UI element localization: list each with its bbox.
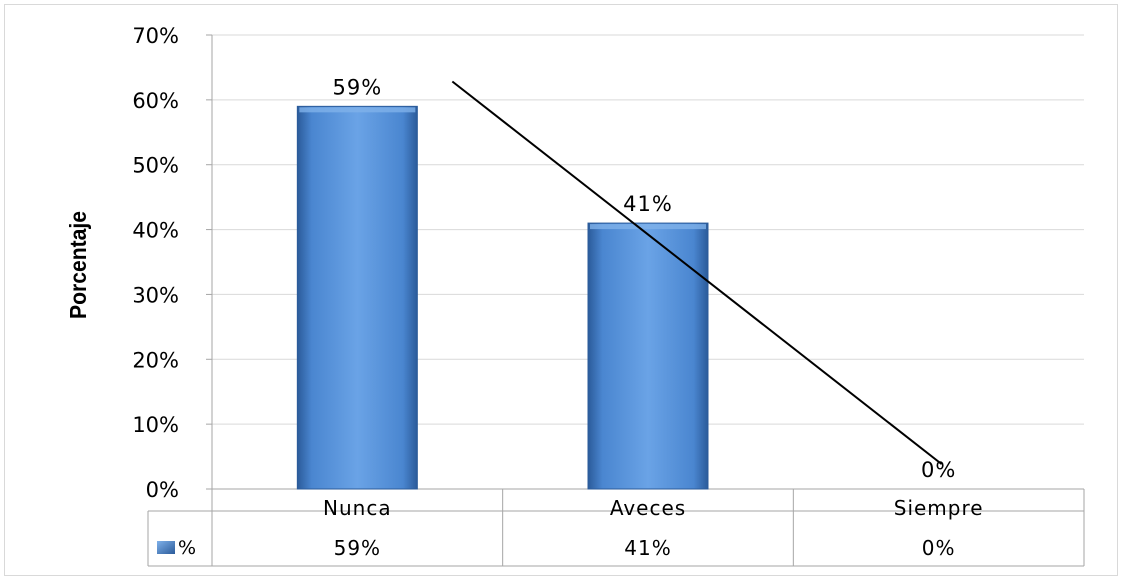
data-label: 41%	[623, 192, 673, 216]
legend-series-name: %	[178, 537, 196, 559]
trendline	[451, 80, 943, 465]
y-tick-label: 20%	[132, 348, 179, 372]
y-tick-label: 60%	[132, 89, 179, 113]
bar-aveces	[587, 222, 709, 490]
bars	[296, 105, 709, 490]
chart-frame	[4, 4, 1118, 576]
x-tick-label: Nunca	[323, 496, 392, 520]
data-table: % Nunca 59% Aveces 41% Siempre 0%	[147, 489, 1085, 567]
table-value-cell: 0%	[922, 536, 956, 560]
axes: 0% 10% 20% 30% 40% 50% 60% 70%	[132, 24, 1084, 566]
y-tick-label: 0%	[146, 478, 179, 502]
y-tick-label: 40%	[132, 219, 179, 243]
legend-swatch	[157, 541, 175, 554]
table-value-cell: 59%	[334, 536, 381, 560]
bar-nunca	[296, 105, 418, 490]
x-tick-label: Aveces	[610, 496, 686, 520]
table-value-cell: 41%	[624, 536, 671, 560]
bar-top-highlight	[299, 107, 416, 113]
x-tick-label: Siempre	[894, 496, 984, 520]
y-tick-label: 50%	[132, 154, 179, 178]
trendline	[451, 80, 943, 465]
y-axis-label: Porcentaje	[65, 211, 91, 319]
data-label: 59%	[332, 75, 382, 99]
y-tick-label: 70%	[132, 24, 179, 48]
y-tick-label: 10%	[132, 413, 179, 437]
bar-top-highlight	[590, 224, 706, 230]
y-tick-label: 30%	[132, 283, 179, 307]
